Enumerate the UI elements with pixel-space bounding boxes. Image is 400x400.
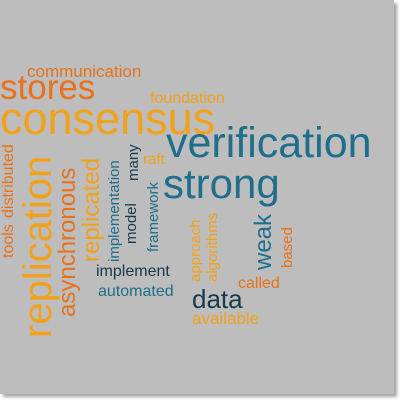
word-algorithms: algorithms [204, 212, 221, 282]
word-stores: stores [0, 68, 96, 107]
word-available: available [192, 309, 260, 328]
word-called: called [238, 275, 280, 292]
word-tools: tools [0, 224, 17, 258]
word-framework: framework [145, 181, 162, 252]
word-weak: weak [250, 213, 277, 270]
word-approach: approach [187, 219, 204, 282]
word-foundation: foundation [150, 90, 225, 107]
word-implement: implement [96, 263, 170, 280]
word-cloud: communication stores foundation consensu… [0, 0, 394, 394]
word-consensus: consensus [0, 93, 216, 144]
word-verification: verification [166, 119, 372, 167]
word-replicated: replicated [78, 157, 105, 262]
word-implementation: implementation [106, 160, 123, 262]
word-strong: strong [163, 160, 280, 207]
word-asynchronous: asynchronous [54, 167, 81, 317]
word-distributed: distributed [0, 144, 17, 218]
word-based: based [279, 227, 296, 268]
word-communication: communication [27, 62, 142, 81]
word-data: data [192, 284, 243, 314]
word-replication-big: replication [16, 155, 60, 338]
word-automated: automated [98, 283, 174, 300]
word-raft: raft [143, 151, 165, 168]
word-model: model [123, 203, 140, 244]
word-many: many [125, 144, 142, 181]
